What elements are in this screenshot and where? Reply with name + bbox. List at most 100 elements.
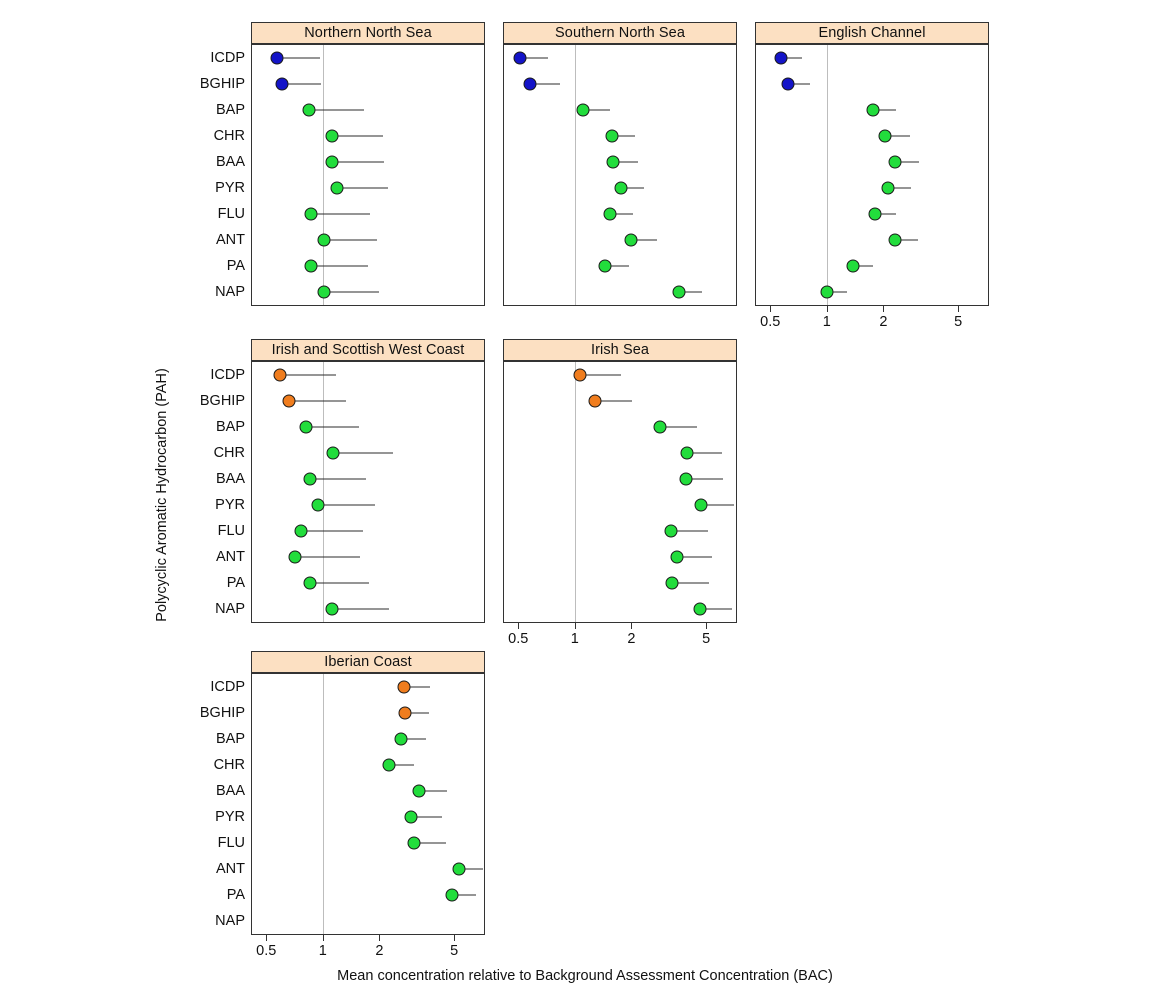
data-point-southern-north-sea-chr[interactable] bbox=[605, 129, 619, 143]
range-segment-irish-and-scottish-west-coast-ant bbox=[294, 556, 360, 558]
range-segment-northern-north-sea-nap bbox=[323, 291, 379, 293]
data-point-southern-north-sea-ant[interactable] bbox=[624, 233, 638, 247]
reference-line-irish-and-scottish-west-coast bbox=[322, 362, 324, 622]
data-point-northern-north-sea-pyr[interactable] bbox=[330, 181, 344, 195]
data-point-irish-and-scottish-west-coast-chr[interactable] bbox=[326, 446, 340, 460]
row-label-baa: BAA bbox=[215, 471, 245, 487]
x-tick-5 bbox=[454, 935, 456, 941]
data-point-english-channel-baa[interactable] bbox=[888, 155, 902, 169]
data-point-northern-north-sea-bap[interactable] bbox=[302, 103, 316, 117]
data-point-english-channel-ant[interactable] bbox=[888, 233, 902, 247]
reference-line-irish-sea bbox=[574, 362, 576, 622]
row-label-ant: ANT bbox=[216, 861, 245, 877]
plot-area-english-channel bbox=[755, 44, 989, 306]
panel-title-northern-north-sea: Northern North Sea bbox=[251, 22, 485, 44]
range-segment-english-channel-bap bbox=[872, 109, 896, 111]
data-point-irish-and-scottish-west-coast-baa[interactable] bbox=[303, 472, 317, 486]
range-segment-iberian-coast-bghip bbox=[405, 712, 429, 714]
data-point-northern-north-sea-icdp[interactable] bbox=[270, 51, 284, 65]
data-point-irish-sea-ant[interactable] bbox=[670, 550, 684, 564]
data-point-iberian-coast-pa[interactable] bbox=[445, 888, 459, 902]
data-point-english-channel-pyr[interactable] bbox=[881, 181, 895, 195]
range-segment-iberian-coast-ant bbox=[458, 868, 483, 870]
data-point-irish-sea-bap[interactable] bbox=[653, 420, 667, 434]
data-point-irish-sea-pyr[interactable] bbox=[694, 498, 708, 512]
data-point-northern-north-sea-nap[interactable] bbox=[317, 285, 331, 299]
range-segment-southern-north-sea-chr bbox=[611, 135, 636, 137]
data-point-iberian-coast-flu[interactable] bbox=[407, 836, 421, 850]
range-segment-northern-north-sea-bap bbox=[308, 109, 365, 111]
data-point-iberian-coast-bghip[interactable] bbox=[398, 706, 412, 720]
range-segment-irish-and-scottish-west-coast-icdp bbox=[279, 374, 337, 376]
x-tick-5 bbox=[958, 306, 960, 312]
data-point-southern-north-sea-bap[interactable] bbox=[576, 103, 590, 117]
data-point-english-channel-nap[interactable] bbox=[820, 285, 834, 299]
data-point-southern-north-sea-nap[interactable] bbox=[672, 285, 686, 299]
data-point-irish-and-scottish-west-coast-pyr[interactable] bbox=[311, 498, 325, 512]
data-point-irish-and-scottish-west-coast-icdp[interactable] bbox=[273, 368, 287, 382]
row-label-chr: CHR bbox=[213, 128, 245, 144]
row-label-chr: CHR bbox=[213, 757, 245, 773]
row-label-nap: NAP bbox=[215, 284, 245, 300]
data-point-iberian-coast-ant[interactable] bbox=[452, 862, 466, 876]
data-point-southern-north-sea-flu[interactable] bbox=[603, 207, 617, 221]
data-point-iberian-coast-chr[interactable] bbox=[382, 758, 396, 772]
row-label-pyr: PYR bbox=[215, 809, 245, 825]
data-point-irish-sea-bghip[interactable] bbox=[588, 394, 602, 408]
data-point-irish-and-scottish-west-coast-bap[interactable] bbox=[299, 420, 313, 434]
x-tick-label-0-5: 0.5 bbox=[256, 943, 277, 959]
data-point-english-channel-chr[interactable] bbox=[878, 129, 892, 143]
data-point-southern-north-sea-icdp[interactable] bbox=[513, 51, 527, 65]
x-tick-label-1: 1 bbox=[822, 314, 831, 330]
range-segment-irish-sea-bap bbox=[660, 426, 697, 428]
data-point-irish-sea-icdp[interactable] bbox=[573, 368, 587, 382]
data-point-southern-north-sea-pyr[interactable] bbox=[614, 181, 628, 195]
data-point-southern-north-sea-baa[interactable] bbox=[606, 155, 620, 169]
data-point-irish-sea-baa[interactable] bbox=[679, 472, 693, 486]
data-point-northern-north-sea-flu[interactable] bbox=[304, 207, 318, 221]
data-point-irish-sea-nap[interactable] bbox=[693, 602, 707, 616]
row-label-pa: PA bbox=[226, 887, 245, 903]
data-point-northern-north-sea-chr[interactable] bbox=[325, 129, 339, 143]
x-axis-title: Mean concentration relative to Backgroun… bbox=[337, 968, 833, 984]
data-point-english-channel-pa[interactable] bbox=[846, 259, 860, 273]
data-point-english-channel-bap[interactable] bbox=[866, 103, 880, 117]
range-segment-irish-and-scottish-west-coast-chr bbox=[332, 452, 393, 454]
data-point-southern-north-sea-bghip[interactable] bbox=[523, 77, 537, 91]
row-labels-irish-and-scottish-west-coast: ICDP BGHIP BAP CHR BAA PYR FLU ANT PA NAP bbox=[189, 362, 245, 622]
panel-title-irish-and-scottish-west-coast: Irish and Scottish West Coast bbox=[251, 339, 485, 361]
data-point-irish-and-scottish-west-coast-ant[interactable] bbox=[288, 550, 302, 564]
range-segment-irish-sea-nap bbox=[700, 608, 732, 610]
data-point-northern-north-sea-ant[interactable] bbox=[317, 233, 331, 247]
data-point-northern-north-sea-pa[interactable] bbox=[304, 259, 317, 273]
data-point-irish-sea-flu[interactable] bbox=[664, 524, 678, 538]
range-segment-northern-north-sea-chr bbox=[332, 135, 383, 137]
data-point-english-channel-flu[interactable] bbox=[868, 207, 882, 221]
data-point-southern-north-sea-pa[interactable] bbox=[598, 259, 612, 273]
data-point-iberian-coast-bap[interactable] bbox=[394, 732, 408, 746]
data-point-irish-and-scottish-west-coast-pa[interactable] bbox=[303, 576, 317, 590]
range-segment-irish-and-scottish-west-coast-nap bbox=[332, 608, 390, 610]
x-tick-1 bbox=[322, 935, 324, 941]
data-point-english-channel-icdp[interactable] bbox=[774, 51, 788, 65]
data-point-irish-and-scottish-west-coast-bghip[interactable] bbox=[282, 394, 296, 408]
data-point-english-channel-bghip[interactable] bbox=[781, 77, 795, 91]
plot-area-southern-north-sea bbox=[503, 44, 737, 306]
data-point-iberian-coast-icdp[interactable] bbox=[397, 680, 411, 694]
panel-title-iberian-coast: Iberian Coast bbox=[251, 651, 485, 673]
row-label-baa: BAA bbox=[215, 154, 245, 170]
data-point-iberian-coast-baa[interactable] bbox=[412, 784, 426, 798]
x-axis-irish-sea: 0.5 1 2 5 bbox=[504, 623, 736, 651]
range-segment-southern-north-sea-nap bbox=[679, 291, 703, 293]
data-point-irish-sea-chr[interactable] bbox=[680, 446, 694, 460]
data-point-irish-sea-pa[interactable] bbox=[665, 576, 679, 590]
data-point-irish-and-scottish-west-coast-flu[interactable] bbox=[294, 524, 308, 538]
data-point-iberian-coast-pyr[interactable] bbox=[404, 810, 418, 824]
range-segment-southern-north-sea-icdp bbox=[519, 57, 548, 59]
data-point-northern-north-sea-baa[interactable] bbox=[325, 155, 339, 169]
data-point-northern-north-sea-bghip[interactable] bbox=[275, 77, 289, 91]
panel-iberian-coast: Iberian Coast bbox=[251, 651, 485, 935]
y-axis-title: Polycyclic Aromatic Hydrocarbon (PAH) bbox=[154, 368, 170, 622]
data-point-irish-and-scottish-west-coast-nap[interactable] bbox=[325, 602, 339, 616]
range-segment-irish-sea-icdp bbox=[580, 374, 622, 376]
